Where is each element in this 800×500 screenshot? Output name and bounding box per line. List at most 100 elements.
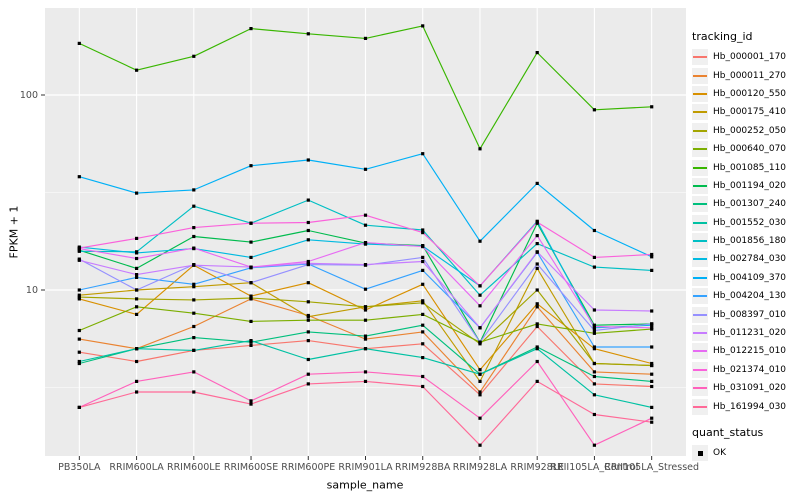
legend-item-Hb_001085_110: Hb_001085_110 [692, 158, 800, 176]
legend-item-Hb_000120_550: Hb_000120_550 [692, 85, 800, 103]
data-point [135, 312, 139, 316]
data-point [421, 342, 425, 346]
data-point [135, 275, 139, 279]
data-point [650, 384, 654, 389]
data-point [421, 384, 425, 389]
data-point [135, 288, 139, 292]
data-point [650, 363, 654, 368]
legend-item-label: Hb_001856_180 [713, 236, 787, 247]
legend-key-line-icon [692, 196, 708, 213]
data-point [650, 322, 654, 326]
data-point [306, 261, 310, 265]
data-point [535, 379, 539, 383]
data-point [306, 259, 310, 264]
data-point [592, 347, 596, 351]
legend-key-line-icon [692, 49, 708, 66]
legend-item-Hb_004109_370: Hb_004109_370 [692, 269, 800, 287]
data-point [478, 368, 482, 372]
data-point [77, 246, 81, 250]
legend-key-line-icon [692, 159, 708, 176]
legend-key-line-icon [692, 343, 708, 360]
legend-item-Hb_000175_410: Hb_000175_410 [692, 103, 800, 121]
legend-item-label: OK [713, 448, 726, 458]
data-point [650, 252, 654, 257]
series-points-Hb_004109_370 [77, 152, 654, 259]
legend-key-line-icon [692, 104, 708, 121]
data-point [650, 105, 654, 109]
series-points-Hb_001552_030 [77, 339, 654, 409]
data-point [478, 393, 482, 397]
data-point [535, 305, 539, 309]
legend-item-label: Hb_008397_010 [713, 309, 787, 320]
legend-item-quant-OK: OK [692, 444, 800, 462]
data-point [77, 359, 81, 364]
data-point [363, 213, 368, 217]
data-point [249, 281, 253, 285]
data-point [192, 298, 196, 302]
legend-item-label: Hb_000011_270 [713, 70, 787, 81]
data-point [592, 108, 596, 112]
x-tick-label: PB350LA [58, 462, 101, 473]
data-point [135, 379, 139, 383]
data-point [77, 293, 81, 297]
legend-key-line-icon [692, 177, 708, 194]
data-point [363, 36, 368, 40]
legend-item-label: Hb_000175_410 [713, 107, 787, 118]
data-point [77, 405, 81, 409]
data-point [592, 228, 596, 233]
data-point [249, 343, 253, 347]
data-point [592, 308, 596, 312]
legend: tracking_id Hb_000001_170 Hb_000011_270 Hb… [692, 30, 800, 462]
data-point [135, 359, 139, 364]
legend-item-Hb_000001_170: Hb_000001_170 [692, 48, 800, 66]
x-tick-label: RRII105LA_Control [550, 462, 638, 473]
data-point [478, 304, 482, 308]
data-point [192, 390, 196, 394]
data-point [650, 268, 654, 272]
legend-item-Hb_000640_070: Hb_000640_070 [692, 140, 800, 158]
data-point [306, 318, 310, 322]
x-tick-label: RRIM600LE [167, 462, 221, 473]
data-point [363, 318, 368, 322]
data-point [306, 372, 310, 376]
legend-key-line-icon [692, 67, 708, 84]
data-point [478, 340, 482, 344]
data-point [192, 54, 196, 58]
data-point [421, 301, 425, 305]
x-tick-label: RRIM928BA [395, 462, 451, 473]
data-point [592, 255, 596, 259]
legend-key-line-icon [692, 288, 708, 305]
data-point [363, 223, 368, 227]
data-point [192, 311, 196, 315]
legend-title-quant-status: quant_status [692, 425, 764, 439]
data-point [421, 374, 425, 379]
data-point [478, 147, 482, 151]
data-point [421, 245, 425, 249]
data-point [535, 220, 539, 224]
legend-item-Hb_001856_180: Hb_001856_180 [692, 232, 800, 250]
data-point [535, 51, 539, 55]
series-points-Hb_001085_110 [77, 24, 654, 151]
data-point [478, 239, 482, 243]
legend-item-Hb_001307_240: Hb_001307_240 [692, 195, 800, 213]
x-tick-label: RRII105LA_Stressed [604, 462, 699, 473]
data-point [192, 188, 196, 192]
data-point [135, 273, 139, 277]
data-point [135, 236, 139, 240]
data-point [135, 191, 139, 195]
data-point [421, 255, 425, 259]
data-point [306, 339, 310, 343]
legend-item-label: Hb_012215_010 [713, 346, 787, 357]
data-point [592, 331, 596, 335]
data-point [421, 282, 425, 286]
data-point [306, 158, 310, 162]
data-point [249, 27, 253, 31]
data-point [363, 379, 368, 383]
data-point [535, 234, 539, 238]
data-point [478, 293, 482, 297]
data-point [535, 324, 539, 329]
series-points-Hb_021374_010 [77, 213, 654, 288]
data-point [650, 345, 654, 349]
data-point [192, 204, 196, 208]
